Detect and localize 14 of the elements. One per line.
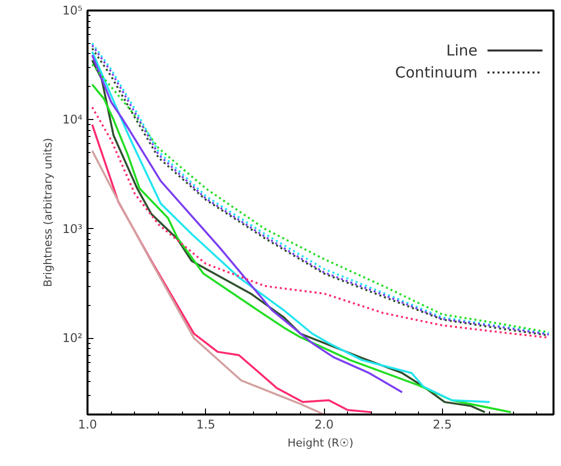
y-tick-label: 10⁵	[62, 4, 83, 18]
x-tick-label: 1.5	[196, 418, 216, 432]
annotation: Line	[446, 42, 478, 60]
y-tick-label: 10²	[62, 331, 83, 346]
x-tick-label: 2.0	[314, 418, 334, 432]
line-series	[91, 150, 326, 414]
annotation: Continuum	[395, 64, 478, 82]
y-axis-title: Brightness (arbitrary units)	[41, 138, 54, 288]
y-tick-label: 10³	[62, 222, 83, 236]
y-tick-label: 10⁴	[62, 112, 83, 127]
line-series	[91, 124, 372, 414]
x-tick-label: 2.5	[432, 418, 452, 432]
x-tick-label: 1.0	[78, 418, 98, 432]
x-axis-title: Height (R☉)	[288, 436, 354, 450]
